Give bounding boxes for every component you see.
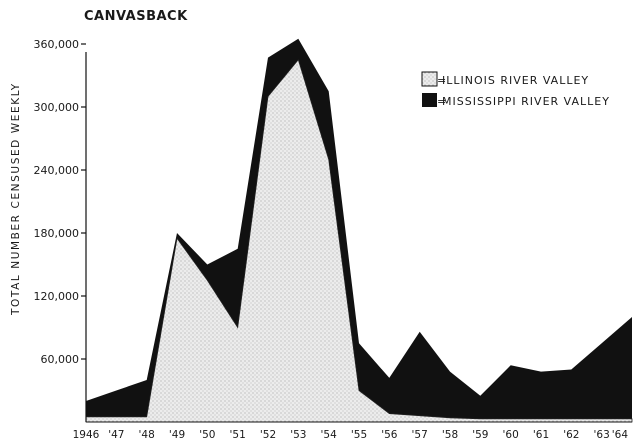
legend-label-mississippi: MISSISSIPPI RIVER VALLEY bbox=[442, 95, 610, 108]
x-tick-label: '47 bbox=[108, 429, 124, 441]
x-tick-label: '62 bbox=[563, 429, 579, 441]
x-tick-label: '61 bbox=[533, 429, 549, 441]
chart-title: CANVASBACK bbox=[84, 9, 188, 24]
x-tick-label: '52 bbox=[260, 429, 276, 441]
legend-label-illinois: ILLINOIS RIVER VALLEY bbox=[442, 74, 589, 87]
series-area-illinois-river-valley bbox=[85, 58, 633, 423]
x-tick-label: '63 bbox=[594, 429, 610, 441]
x-tick-label: '57 bbox=[412, 429, 428, 441]
legend-swatch-illinois bbox=[421, 71, 438, 87]
x-tick-label: '55 bbox=[351, 429, 367, 441]
y-tick-label: 120,000 bbox=[34, 290, 80, 303]
y-tick-label: 300,000 bbox=[34, 101, 80, 114]
y-axis-title: TOTAL NUMBER CENSUSED WEEKLY bbox=[10, 82, 22, 316]
svg-text:=: = bbox=[437, 74, 447, 87]
x-tick-label: '58 bbox=[442, 429, 458, 441]
x-tick-label: '51 bbox=[230, 429, 246, 441]
legend-swatch-mississippi bbox=[422, 93, 437, 107]
series-area-mississippi-river-valley bbox=[86, 38, 632, 419]
y-tick-label: 240,000 bbox=[34, 164, 80, 177]
x-tick-label: '54 bbox=[321, 429, 338, 441]
plot-area bbox=[85, 38, 633, 423]
x-tick-label: '60 bbox=[503, 429, 519, 441]
x-tick-label: '64 bbox=[612, 429, 629, 441]
svg-text:=: = bbox=[437, 95, 447, 108]
x-tick-label: '49 bbox=[169, 429, 185, 441]
x-tick-label: 1946 bbox=[73, 429, 100, 441]
x-tick-label: '59 bbox=[472, 429, 488, 441]
y-tick-label: 360,000 bbox=[34, 38, 80, 51]
y-tick-label: 180,000 bbox=[34, 227, 80, 240]
x-tick-label: '56 bbox=[381, 429, 398, 441]
y-tick-label: 60,000 bbox=[41, 353, 80, 366]
legend: ILLINOIS RIVER VALLEY = MISSISSIPPI RIVE… bbox=[421, 71, 610, 108]
y-axis-ticks: 60,000 120,000 180,000 240,000 300,000 360,00… bbox=[34, 38, 86, 366]
x-tick-label: '48 bbox=[139, 429, 155, 441]
x-tick-label: '53 bbox=[290, 429, 306, 441]
x-axis-ticks: 1946 '47 '48 '49 '50 '51 '52 '53 '54 '55 '56 '57 '58… bbox=[73, 429, 629, 441]
x-tick-label: '50 bbox=[199, 429, 215, 441]
